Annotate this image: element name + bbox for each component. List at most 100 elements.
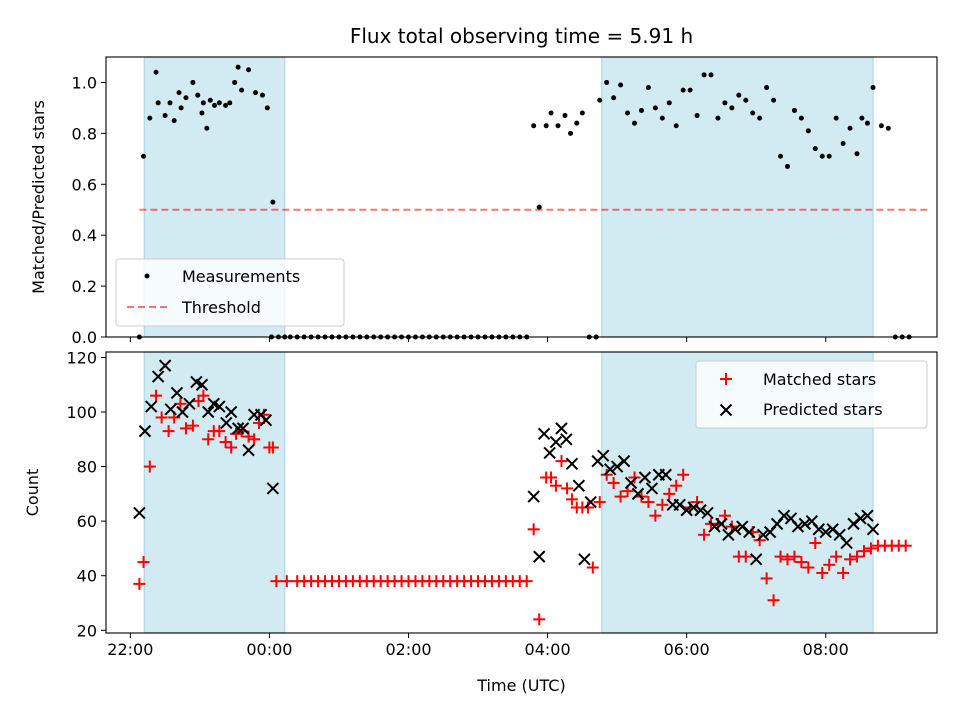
matched-star-point — [266, 441, 279, 454]
cross-b — [537, 427, 551, 441]
matched-star-point — [698, 528, 711, 541]
predicted-star-point — [708, 520, 721, 533]
predicted-star-point — [183, 397, 196, 411]
predicted-legend-marker — [719, 403, 733, 417]
matched-star-point — [642, 496, 655, 509]
cross-b — [236, 422, 250, 435]
cross-b — [659, 468, 673, 481]
measurement-point — [147, 115, 153, 121]
predicted-star-point — [749, 553, 763, 566]
matched-star-point — [795, 556, 808, 569]
predicted-star-point — [220, 416, 233, 430]
y-tick-label: 0.4 — [72, 226, 97, 245]
measurement-point — [167, 100, 173, 106]
predicted-star-point — [266, 482, 280, 495]
predicted-star-point — [560, 433, 573, 446]
cross-b — [527, 490, 540, 503]
predicted-star-points — [133, 359, 880, 566]
measurement-point — [632, 120, 638, 126]
predicted-star-point — [549, 435, 563, 449]
matched-star-point — [628, 471, 641, 484]
predicted-star-point — [144, 400, 158, 413]
cross-b — [719, 403, 733, 417]
cross-b — [220, 416, 233, 430]
predicted-star-point — [195, 378, 209, 391]
matched-star-point — [857, 545, 870, 558]
matched-star-point — [739, 550, 752, 563]
matched-star-point — [677, 468, 690, 481]
measurement-point — [750, 110, 756, 116]
predicted-star-point — [555, 422, 568, 435]
y-tick-label: 80 — [77, 458, 97, 477]
matched-star-point — [816, 566, 829, 579]
measurement-point — [757, 115, 763, 121]
y-tick-label: 0.2 — [72, 277, 97, 296]
predicted-star-point — [259, 413, 273, 427]
cross-b — [138, 424, 152, 438]
matched-star-point — [219, 436, 232, 449]
measurement-point — [232, 79, 238, 85]
legend-cross — [719, 403, 733, 417]
cross-b — [603, 463, 617, 476]
count-panel: 22:00 00:00 02:00 04:00 06:00 08:00 20 40 60 80 1… — [23, 348, 938, 695]
y-axis-label-bottom: Count — [23, 469, 42, 517]
cross-b — [840, 536, 853, 550]
predicted-star-point — [578, 553, 591, 566]
matched-star-point — [649, 509, 662, 522]
cross-b — [133, 506, 146, 520]
predicted-star-point — [242, 444, 255, 457]
measurement-point — [597, 97, 603, 103]
predicted-star-point — [854, 512, 867, 525]
matched-star-point — [899, 539, 912, 552]
matched-star-point — [670, 479, 683, 492]
matched-star-point — [586, 561, 599, 574]
matched-star-point — [760, 572, 773, 585]
matched-star-point — [143, 460, 156, 473]
measurement-point — [812, 146, 818, 152]
cross-b — [224, 405, 238, 419]
cross-b — [861, 509, 874, 522]
measurement-point — [579, 110, 585, 116]
cross-b — [144, 400, 158, 413]
x-tick-label: 22:00 — [107, 640, 153, 659]
cross-b — [624, 476, 638, 490]
cross-b — [543, 446, 556, 460]
measurement-point — [805, 128, 811, 134]
matched-star-point — [248, 433, 261, 446]
cross-b — [631, 487, 645, 501]
measurement-point — [199, 110, 205, 116]
predicted-star-point — [847, 517, 860, 531]
matched-star-point — [823, 558, 836, 571]
measurement-point — [791, 107, 797, 113]
measurement-point — [183, 95, 189, 101]
matched-star-point — [851, 550, 864, 563]
matched-legend-marker — [720, 373, 732, 385]
cross-b — [190, 375, 203, 389]
predicted-star-point — [645, 482, 659, 495]
measurement-point — [568, 130, 574, 136]
measurement-point — [253, 90, 259, 96]
matched-star-point — [600, 468, 613, 481]
measurement-point — [798, 115, 804, 121]
predicted-star-point — [231, 422, 245, 435]
cross-b — [743, 525, 756, 539]
cross-b — [151, 370, 165, 383]
measurement-point — [611, 95, 617, 101]
predicted-star-point — [673, 498, 686, 511]
cross-b — [729, 523, 742, 536]
predicted-star-point — [812, 523, 825, 536]
measurement-legend-marker — [144, 273, 150, 279]
cross-b — [805, 514, 819, 528]
matched-star-point — [561, 482, 574, 495]
matched-star-point — [781, 553, 794, 566]
y-ticks-top: 0.0 0.2 0.4 0.6 0.8 1.0 — [72, 73, 106, 347]
measurement-point — [833, 115, 839, 121]
x-tick-label: 02:00 — [385, 640, 431, 659]
measurement-point — [840, 141, 846, 147]
matched-star-point — [593, 496, 606, 509]
cross-b — [183, 397, 196, 411]
cross-b — [195, 378, 209, 391]
x-ticks-top — [129, 337, 827, 342]
measurement-point — [826, 153, 832, 159]
